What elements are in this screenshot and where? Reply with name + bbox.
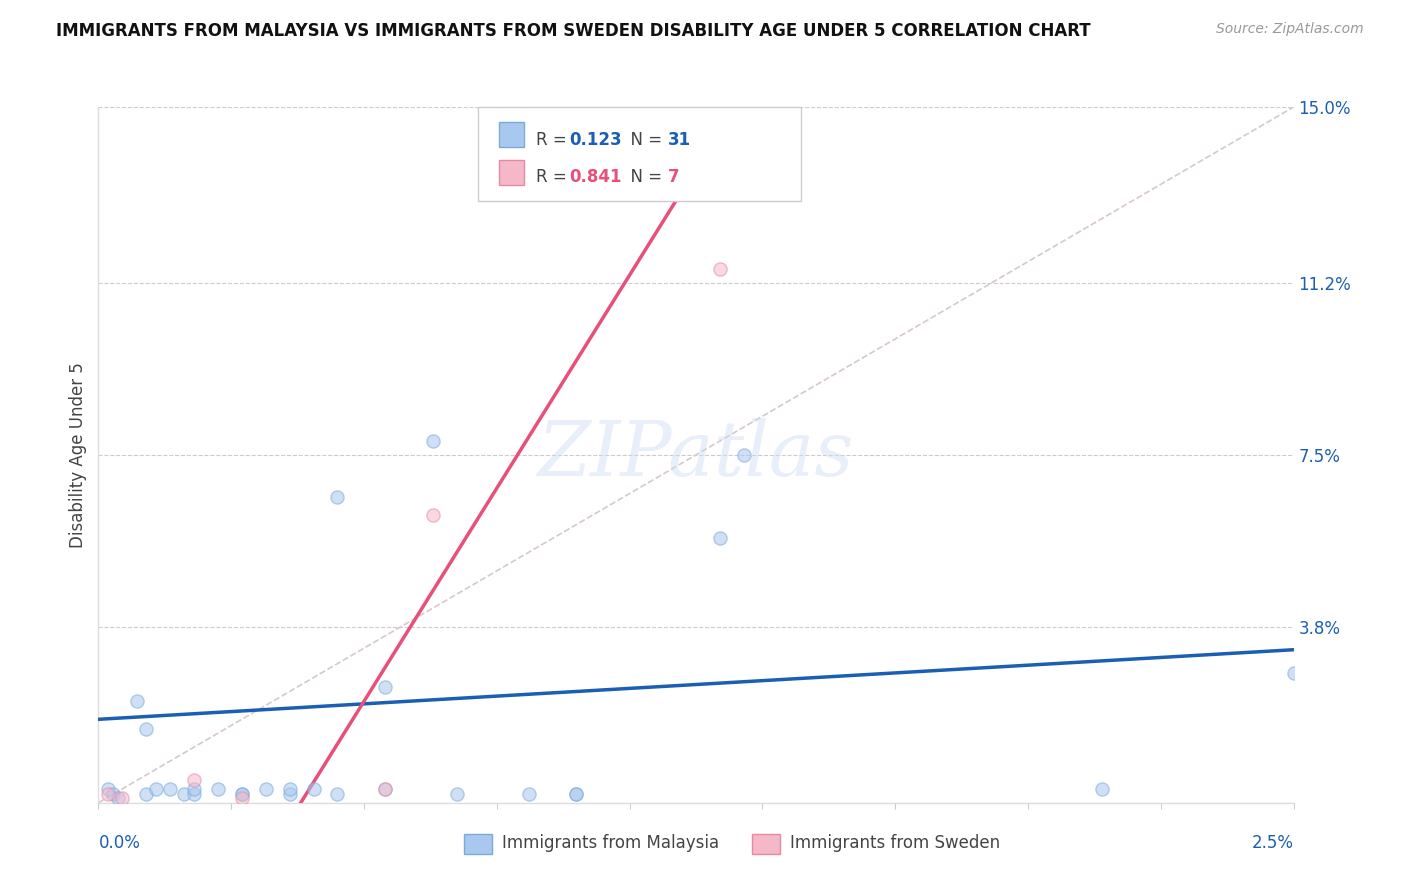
Point [733,448,755,462]
Text: R =: R = [536,131,572,149]
Point [326,787,349,801]
Text: 0.123: 0.123 [569,131,621,149]
Point [1091,781,1114,796]
Text: ZIPatlas: ZIPatlas [537,418,855,491]
Point [125,694,148,708]
Point [422,434,444,448]
Y-axis label: Disability Age Under 5: Disability Age Under 5 [69,362,87,548]
Point [517,787,540,801]
Point [709,262,731,277]
Text: 0.841: 0.841 [569,168,621,186]
Point [135,787,157,801]
Text: Immigrants from Malaysia: Immigrants from Malaysia [502,834,718,852]
Point [326,490,349,504]
Point [374,680,396,694]
Text: Source: ZipAtlas.com: Source: ZipAtlas.com [1216,22,1364,37]
Text: N =: N = [620,131,668,149]
Text: Immigrants from Sweden: Immigrants from Sweden [790,834,1000,852]
Point [709,532,731,546]
Text: 0.0%: 0.0% [98,834,141,852]
Point [231,787,253,801]
Point [135,722,157,736]
Point [183,787,205,801]
Point [565,787,588,801]
Point [374,781,396,796]
Point [565,787,588,801]
Point [1282,665,1305,680]
Text: 7: 7 [668,168,679,186]
Point [107,791,129,805]
Point [278,787,301,801]
Point [173,787,195,801]
Point [145,781,167,796]
Text: 2.5%: 2.5% [1251,834,1294,852]
Point [111,791,134,805]
Point [231,791,253,805]
Point [97,781,120,796]
Point [422,508,444,523]
Point [231,787,253,801]
Point [302,781,325,796]
Point [159,781,181,796]
Point [446,787,468,801]
Text: IMMIGRANTS FROM MALAYSIA VS IMMIGRANTS FROM SWEDEN DISABILITY AGE UNDER 5 CORREL: IMMIGRANTS FROM MALAYSIA VS IMMIGRANTS F… [56,22,1091,40]
Point [183,781,205,796]
Point [101,787,124,801]
Text: N =: N = [620,168,668,186]
Point [207,781,229,796]
Point [278,781,301,796]
Point [97,787,120,801]
Text: 31: 31 [668,131,690,149]
Point [183,772,205,787]
Text: R =: R = [536,168,572,186]
Point [374,781,396,796]
Point [254,781,277,796]
